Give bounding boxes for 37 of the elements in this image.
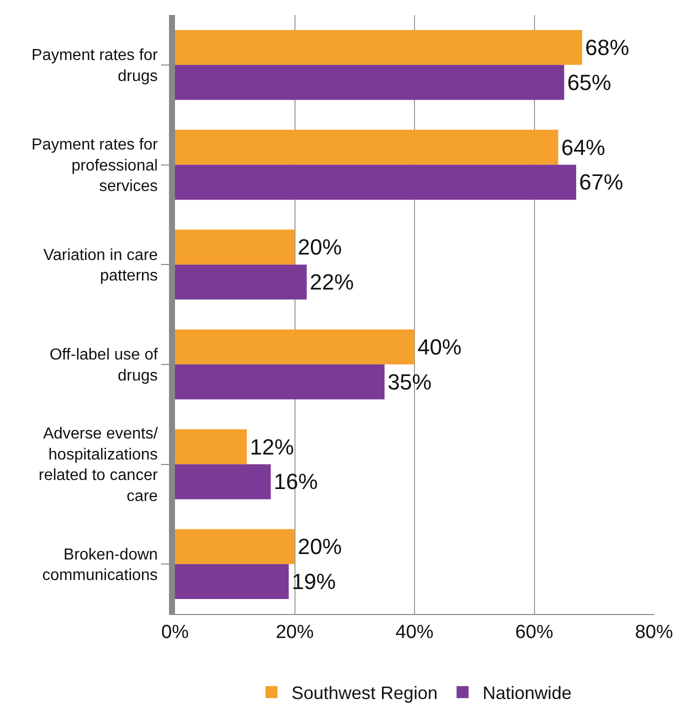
x-tick-label: 20% [276, 622, 314, 643]
data-label: 16% [274, 469, 318, 494]
data-label: 22% [310, 270, 354, 295]
data-label: 64% [561, 134, 606, 160]
bar [175, 529, 295, 564]
y-tick-label: Variation in care patterns [43, 246, 158, 285]
data-label: 20% [298, 234, 342, 260]
bar [175, 364, 385, 400]
y-tick-label: Broken-down communications [42, 546, 158, 584]
data-label: 67% [579, 170, 624, 195]
bar [175, 30, 582, 65]
bar [175, 64, 564, 100]
data-label: 19% [292, 569, 336, 594]
x-tick-label: 60% [515, 622, 554, 643]
data-label: 12% [250, 434, 294, 460]
legend-label: Nationwide [482, 683, 572, 704]
bar [175, 264, 307, 300]
data-label: 65% [567, 70, 612, 95]
data-label: 20% [298, 534, 342, 560]
bar [175, 164, 576, 200]
data-label: 35% [388, 369, 432, 394]
y-tick-label: Payment rates for drugs [32, 47, 158, 85]
legend-label: Southwest Region [292, 683, 438, 704]
bar [175, 329, 414, 364]
y-tick-label: Payment rates for professional services [32, 136, 158, 196]
bar [175, 130, 558, 165]
x-tick-label: 0% [161, 622, 189, 643]
x-tick-label: 40% [395, 622, 434, 643]
y-tick-label: Off-label use of drugs [50, 346, 158, 384]
data-label: 40% [418, 334, 462, 360]
x-tick-label: 80% [634, 622, 674, 643]
bar [175, 464, 271, 500]
data-label: 68% [585, 34, 630, 60]
y-tick-label: Adverse events/ hospitalizations related to cancer care [38, 426, 158, 506]
bar [175, 230, 295, 265]
bar [175, 429, 247, 464]
bar [175, 564, 289, 600]
